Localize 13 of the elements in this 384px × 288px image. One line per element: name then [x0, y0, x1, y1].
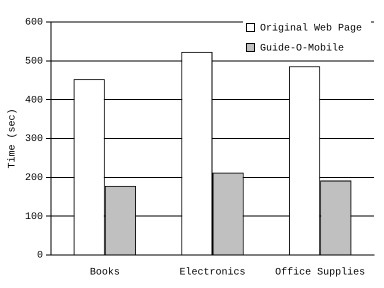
y-tick-label: 400 [24, 95, 44, 106]
x-tick-label: Office Supplies [275, 266, 366, 279]
y-tick-label: 0 [36, 250, 44, 262]
y-tick-label: 200 [24, 172, 44, 184]
y-tick-label: 500 [24, 56, 44, 68]
y-tick-label: 100 [24, 212, 44, 223]
y-axis-title: Time (sec) [6, 108, 19, 169]
legend-label: Original Web Page [260, 22, 362, 35]
y-tick-label: 600 [24, 18, 44, 29]
y-tick-label: 300 [24, 134, 44, 146]
x-tick-label: Books [90, 266, 120, 279]
legend-label: Guide-O-Mobile [260, 42, 344, 55]
x-tick-label: Electronics [179, 266, 246, 279]
